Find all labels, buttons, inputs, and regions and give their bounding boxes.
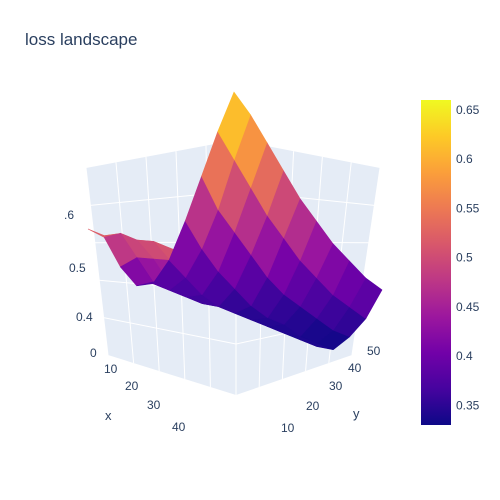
colorbar-tick-label: 0.35 [456, 398, 480, 412]
x-tick-label: 40 [172, 420, 186, 434]
x-axis-ticks: 0 10 20 30 40 [90, 346, 186, 434]
z-tick-label: 0.4 [76, 310, 93, 324]
z-axis-ticks: 0.4 0.5 .6 [64, 208, 93, 324]
chart-title: loss landscape [25, 30, 137, 49]
colorbar-tick-label: 0.4 [456, 349, 473, 363]
y-tick-label: 50 [367, 344, 381, 358]
colorbar-tick-label: 0.5 [456, 251, 473, 265]
colorbar-tick-label: 0.45 [456, 300, 480, 314]
x-axis-title: x [105, 408, 112, 423]
y-axis-title: y [353, 406, 360, 421]
surface-mesh[interactable] [87, 91, 383, 351]
colorbar[interactable] [421, 100, 451, 425]
colorbar-ticks: 0.35 0.4 0.45 0.5 0.55 0.6 0.65 [456, 103, 480, 412]
y-tick-label: 40 [348, 361, 362, 375]
z-tick-label: .6 [64, 208, 74, 222]
x-tick-label: 10 [104, 362, 118, 376]
x-tick-label: 20 [125, 379, 139, 393]
y-tick-label: 20 [306, 399, 320, 413]
colorbar-tick-label: 0.55 [456, 201, 480, 215]
y-tick-label: 30 [329, 379, 343, 393]
colorbar-tick-label: 0.65 [456, 103, 480, 117]
surface-patch[interactable] [217, 91, 251, 161]
colorbar-tick-label: 0.6 [456, 152, 473, 166]
y-axis-ticks: 10 20 30 40 50 [281, 344, 381, 435]
x-tick-label: 0 [90, 346, 97, 360]
x-tick-label: 30 [147, 398, 161, 412]
z-tick-label: 0.5 [69, 261, 86, 275]
gridline [85, 167, 109, 356]
gridline [103, 317, 237, 345]
y-tick-label: 10 [281, 421, 295, 435]
